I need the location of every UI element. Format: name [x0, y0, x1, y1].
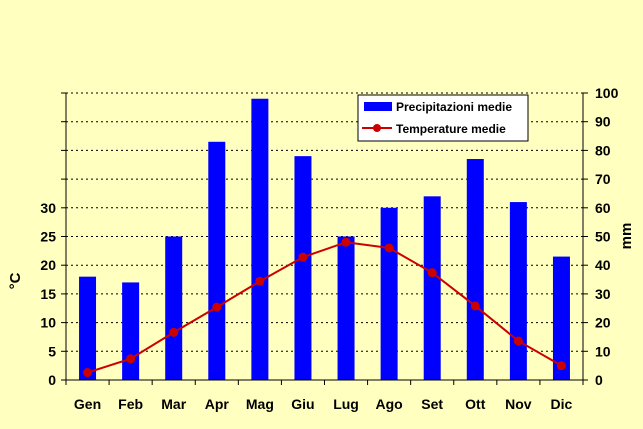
- right-tick-label: 50: [595, 229, 611, 245]
- right-tick-label: 40: [595, 257, 611, 273]
- x-tick-label-nov: Nov: [505, 396, 532, 412]
- right-tick-label: 70: [595, 171, 611, 187]
- bar-set: [423, 196, 441, 380]
- x-tick-label-mag: Mag: [246, 396, 274, 412]
- left-tick-label: 30: [40, 200, 56, 216]
- temperature-point-lug: [341, 237, 351, 247]
- right-axis-label: mm: [618, 223, 635, 250]
- temperature-point-gen: [83, 368, 93, 378]
- temperature-point-nov: [513, 336, 523, 346]
- bar-ott: [466, 159, 484, 380]
- bar-mar: [165, 236, 183, 380]
- right-tick-label: 90: [595, 114, 611, 130]
- right-tick-label: 10: [595, 343, 611, 359]
- x-tick-label-ago: Ago: [376, 396, 403, 412]
- left-axis-label: °C: [7, 272, 24, 289]
- left-tick-label: 5: [48, 343, 56, 359]
- right-tick-label: 0: [595, 372, 603, 388]
- precipitation-bars: [79, 98, 570, 381]
- temperature-point-mar: [169, 327, 179, 337]
- right-tick-label: 20: [595, 315, 611, 331]
- bar-mag: [251, 98, 269, 381]
- temperature-line: [83, 237, 566, 378]
- right-axis-ticks: 0 10 20 30 40 50 60 70 80 90 100: [595, 85, 619, 388]
- axes: [61, 92, 588, 385]
- x-tick-label-mar: Mar: [161, 396, 186, 412]
- right-tick-label: 100: [595, 85, 619, 101]
- x-tick-label-gen: Gen: [74, 396, 101, 412]
- x-tick-label-ott: Ott: [465, 396, 486, 412]
- temperature-point-mag: [255, 276, 265, 286]
- right-tick-label: 60: [595, 200, 611, 216]
- temperature-point-feb: [126, 354, 136, 364]
- left-tick-label: 10: [40, 315, 56, 331]
- bar-ago: [380, 207, 398, 380]
- bar-dic: [552, 256, 570, 380]
- bar-giu: [294, 156, 312, 380]
- legend-temperature-marker: [373, 124, 381, 132]
- temperature-point-giu: [298, 252, 308, 262]
- temperature-point-dic: [556, 361, 566, 371]
- x-tick-label-set: Set: [421, 396, 443, 412]
- left-tick-label: 15: [40, 286, 56, 302]
- x-tick-label-lug: Lug: [333, 396, 359, 412]
- right-tick-label: 30: [595, 286, 611, 302]
- temperature-polyline: [87, 241, 562, 374]
- temperature-point-ott: [470, 301, 480, 311]
- bar-feb: [122, 282, 140, 380]
- bar-apr: [208, 141, 226, 380]
- legend-temperature-label: Temperature medie: [396, 122, 506, 136]
- x-tick-label-giu: Giu: [291, 396, 314, 412]
- temperature-point-apr: [212, 302, 222, 312]
- bar-nov: [509, 202, 527, 380]
- legend-precipitation-swatch: [364, 102, 392, 111]
- temperature-point-ago: [384, 243, 394, 253]
- bar-gen: [79, 276, 97, 380]
- x-axis-ticks: Gen Feb Mar Apr Mag Giu Lug Ago Set Ott Nov Dic: [74, 396, 573, 412]
- right-tick-label: 80: [595, 142, 611, 158]
- left-tick-label: 25: [40, 229, 56, 245]
- temperature-point-set: [427, 268, 437, 278]
- legend: Precipitazioni medie Temperature medie: [357, 94, 529, 142]
- left-tick-label: 20: [40, 257, 56, 273]
- legend-precipitation-label: Precipitazioni medie: [396, 100, 512, 114]
- left-tick-label: 0: [48, 372, 56, 388]
- bar-lug: [337, 236, 355, 380]
- left-axis-ticks: 0 5 10 15 20 25 30: [40, 200, 56, 388]
- x-tick-label-dic: Dic: [551, 396, 573, 412]
- x-tick-label-feb: Feb: [118, 396, 143, 412]
- x-tick-label-apr: Apr: [205, 396, 230, 412]
